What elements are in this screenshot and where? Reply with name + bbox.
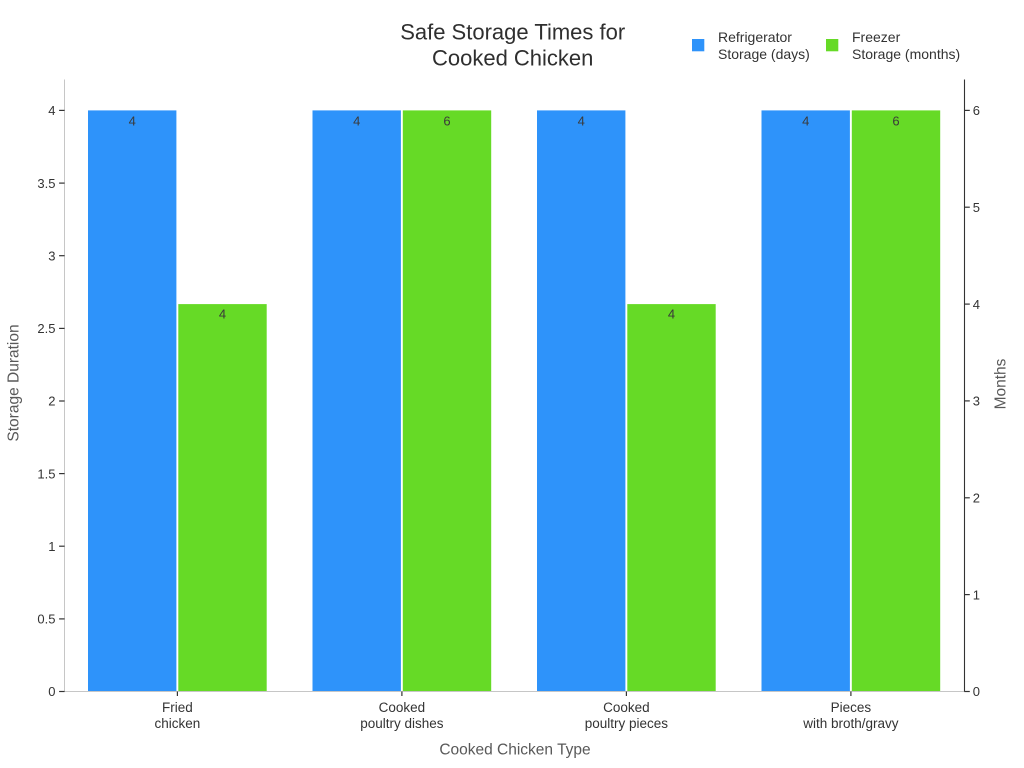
svg-text:Months: Months	[993, 358, 1010, 409]
svg-text:4: 4	[353, 113, 360, 128]
svg-text:1: 1	[48, 539, 55, 554]
svg-text:Safe Storage Times for: Safe Storage Times for	[400, 20, 625, 45]
svg-text:Cooked Chicken: Cooked Chicken	[432, 45, 593, 70]
svg-text:Cooked: Cooked	[379, 700, 426, 715]
svg-text:4: 4	[802, 113, 809, 128]
svg-text:4: 4	[129, 113, 136, 128]
svg-text:Refrigerator: Refrigerator	[718, 29, 792, 45]
svg-text:4: 4	[48, 103, 55, 118]
svg-text:Cooked: Cooked	[603, 700, 650, 715]
svg-text:2: 2	[973, 491, 980, 506]
svg-text:5: 5	[973, 200, 980, 215]
svg-text:Storage (months): Storage (months)	[852, 46, 960, 62]
svg-text:6: 6	[443, 113, 450, 128]
svg-text:4: 4	[973, 297, 980, 312]
svg-text:3: 3	[973, 394, 980, 409]
svg-text:0.5: 0.5	[37, 612, 55, 627]
svg-text:Freezer: Freezer	[852, 29, 901, 45]
svg-text:Storage (days): Storage (days)	[718, 46, 810, 62]
svg-text:chicken: chicken	[155, 716, 201, 731]
svg-text:1: 1	[973, 587, 980, 602]
svg-text:Fried: Fried	[162, 700, 193, 715]
svg-text:Cooked Chicken Type: Cooked Chicken Type	[439, 742, 590, 759]
svg-text:Pieces: Pieces	[831, 700, 872, 715]
svg-text:3.5: 3.5	[37, 176, 55, 191]
svg-text:2.5: 2.5	[37, 321, 55, 336]
svg-text:4: 4	[578, 113, 585, 128]
svg-text:4: 4	[668, 306, 675, 321]
svg-text:Storage Duration: Storage Duration	[6, 324, 23, 441]
svg-text:poultry dishes: poultry dishes	[360, 716, 444, 731]
svg-text:with broth/gravy: with broth/gravy	[802, 716, 899, 731]
svg-text:4: 4	[219, 306, 226, 321]
svg-text:0: 0	[48, 684, 55, 699]
svg-text:6: 6	[892, 113, 899, 128]
svg-text:2: 2	[48, 394, 55, 409]
svg-text:1.5: 1.5	[37, 466, 55, 481]
svg-text:6: 6	[973, 103, 980, 118]
svg-text:3: 3	[48, 248, 55, 263]
svg-text:0: 0	[973, 684, 980, 699]
svg-text:poultry pieces: poultry pieces	[585, 716, 669, 731]
